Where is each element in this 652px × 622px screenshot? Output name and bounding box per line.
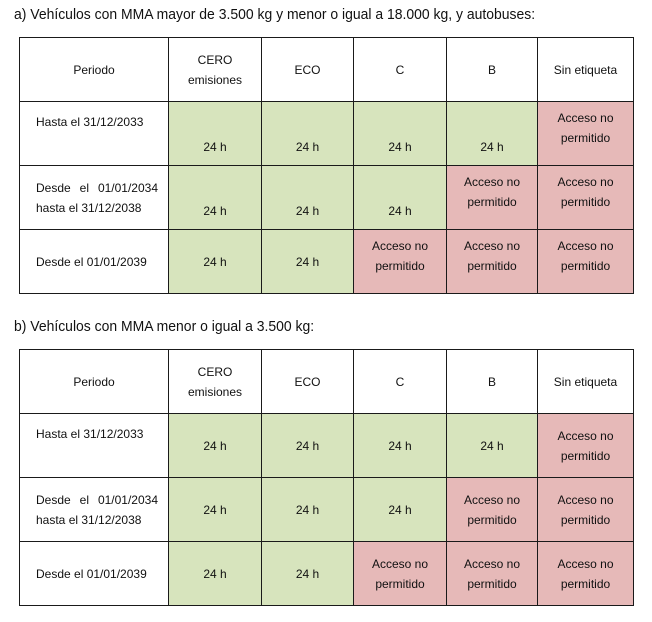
cell-not-allowed: Acceso no permitido: [537, 165, 634, 230]
cell-not-allowed: Acceso no permitido: [446, 477, 538, 542]
table-row: Desde el 01/01/2039 24 h 24 h Acceso no p…: [19, 541, 634, 606]
header-c: C: [353, 37, 447, 102]
table-row: Periodo CERO emisiones ECO C B Sin etique…: [19, 349, 634, 414]
period-cell: Hasta el 31/12/2033: [19, 413, 169, 478]
header-cero-emisiones: CERO emisiones: [168, 349, 262, 414]
period-cell: Desde el 01/01/2034 hasta el 31/12/2038: [19, 477, 169, 542]
cell-not-allowed: Acceso no permitido: [353, 229, 447, 294]
header-sin-etiqueta: Sin etiqueta: [537, 37, 634, 102]
header-periodo: Periodo: [19, 349, 169, 414]
cell-allowed: 24 h: [261, 541, 354, 606]
cell-not-allowed: Acceso no permitido: [537, 541, 634, 606]
cell-not-allowed: Acceso no permitido: [446, 229, 538, 294]
header-eco: ECO: [261, 37, 354, 102]
cell-allowed: 24 h: [168, 541, 262, 606]
table-row: Desde el 01/01/2039 24 h 24 h Acceso no p…: [19, 229, 634, 294]
cell-allowed: 24 h: [353, 477, 447, 542]
cell-allowed: 24 h: [168, 101, 262, 166]
cell-allowed: 24 h: [261, 229, 354, 294]
period-cell: Desde el 01/01/2039: [19, 541, 169, 606]
table-a: Periodo CERO emisiones ECO C B Sin etique…: [19, 37, 634, 294]
header-periodo: Periodo: [19, 37, 169, 102]
cell-allowed: 24 h: [353, 413, 447, 478]
cell-not-allowed: Acceso no permitido: [537, 101, 634, 166]
header-eco: ECO: [261, 349, 354, 414]
cell-allowed: 24 h: [353, 165, 447, 230]
cell-allowed: 24 h: [446, 101, 538, 166]
header-b: B: [446, 37, 538, 102]
cell-not-allowed: Acceso no permitido: [537, 229, 634, 294]
table-row: Hasta el 31/12/2033 24 h 24 h 24 h 24 h …: [19, 413, 634, 478]
cell-not-allowed: Acceso no permitido: [353, 541, 447, 606]
period-cell: Desde el 01/01/2034 hasta el 31/12/2038: [19, 165, 169, 230]
cell-allowed: 24 h: [353, 101, 447, 166]
header-b: B: [446, 349, 538, 414]
cell-allowed: 24 h: [446, 413, 538, 478]
header-c: C: [353, 349, 447, 414]
table-row: Hasta el 31/12/2033 24 h 24 h 24 h 24 h …: [19, 101, 634, 166]
header-sin-etiqueta: Sin etiqueta: [537, 349, 634, 414]
cell-allowed: 24 h: [261, 477, 354, 542]
period-cell: Desde el 01/01/2039: [19, 229, 169, 294]
cell-not-allowed: Acceso no permitido: [537, 477, 634, 542]
section-b-heading: b) Vehículos con MMA menor o igual a 3.5…: [14, 318, 315, 335]
cell-allowed: 24 h: [168, 413, 262, 478]
section-a-heading: a) Vehículos con MMA mayor de 3.500 kg y…: [14, 6, 536, 23]
header-cero-emisiones: CERO emisiones: [168, 37, 262, 102]
period-cell: Hasta el 31/12/2033: [19, 101, 169, 166]
table-row: Periodo CERO emisiones ECO C B Sin etique…: [19, 37, 634, 102]
table-row: Desde el 01/01/2034 hasta el 31/12/2038 24…: [19, 477, 634, 542]
cell-not-allowed: Acceso no permitido: [537, 413, 634, 478]
cell-allowed: 24 h: [168, 229, 262, 294]
cell-allowed: 24 h: [261, 165, 354, 230]
cell-not-allowed: Acceso no permitido: [446, 165, 538, 230]
cell-allowed: 24 h: [168, 165, 262, 230]
cell-not-allowed: Acceso no permitido: [446, 541, 538, 606]
table-row: Desde el 01/01/2034 hasta el 31/12/2038 24…: [19, 165, 634, 230]
cell-allowed: 24 h: [168, 477, 262, 542]
cell-allowed: 24 h: [261, 101, 354, 166]
table-b: Periodo CERO emisiones ECO C B Sin etique…: [19, 349, 634, 606]
cell-allowed: 24 h: [261, 413, 354, 478]
